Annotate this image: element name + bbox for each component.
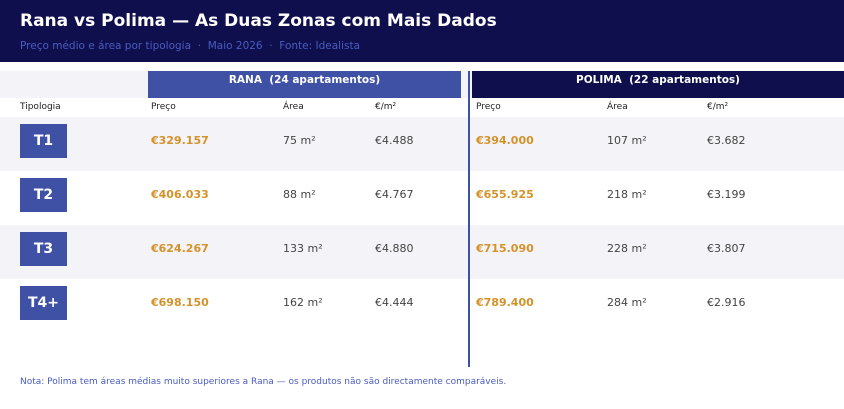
table-cell: €3.682 (707, 134, 746, 147)
price-cell: €406.033 (151, 188, 209, 201)
type-badge: T1 (20, 124, 67, 158)
table-row (0, 279, 844, 333)
table-cell: €4.880 (375, 242, 414, 255)
price-cell: €624.267 (151, 242, 209, 255)
table-cell: 133 m² (283, 242, 323, 255)
type-badge: T2 (20, 178, 67, 212)
table-cell: €4.767 (375, 188, 414, 201)
column-header: Preço (151, 102, 176, 112)
note: Nota: Polima tem áreas médias muito supe… (20, 377, 507, 387)
table-row (0, 225, 844, 279)
price-cell: €698.150 (151, 296, 209, 309)
table-cell: 75 m² (283, 134, 316, 147)
table-cell: €4.444 (375, 296, 414, 309)
column-header: Tipologia (20, 102, 61, 112)
table-cell: 284 m² (607, 296, 647, 309)
type-badge: T3 (20, 232, 67, 266)
title: Rana vs Polima — As Duas Zonas com Mais … (20, 11, 497, 31)
table-cell: €3.199 (707, 188, 746, 201)
price-cell: €394.000 (476, 134, 534, 147)
price-cell: €715.090 (476, 242, 534, 255)
price-cell: €789.400 (476, 296, 534, 309)
subtitle: Preço médio e área por tipologia · Maio … (20, 40, 361, 52)
table-cell: 107 m² (607, 134, 647, 147)
column-header: Área (607, 102, 628, 112)
type-badge: T4+ (20, 286, 67, 320)
column-header: €/m² (375, 102, 397, 112)
table-cell: 228 m² (607, 242, 647, 255)
column-header: Preço (476, 102, 501, 112)
table-row (0, 117, 844, 171)
table-cell: 88 m² (283, 188, 316, 201)
group-header: POLIMA (22 apartamentos) (472, 71, 844, 98)
header-bar (0, 0, 844, 62)
table-cell: €3.807 (707, 242, 746, 255)
table-cell: 218 m² (607, 188, 647, 201)
table-cell: €2.916 (707, 296, 746, 309)
price-cell: €655.925 (476, 188, 534, 201)
group-header: RANA (24 apartamentos) (148, 71, 461, 98)
price-cell: €329.157 (151, 134, 209, 147)
table-row (0, 171, 844, 225)
table-cell: 162 m² (283, 296, 323, 309)
column-header: Área (283, 102, 304, 112)
table-cell: €4.488 (375, 134, 414, 147)
column-header: €/m² (707, 102, 729, 112)
divider (468, 71, 470, 367)
